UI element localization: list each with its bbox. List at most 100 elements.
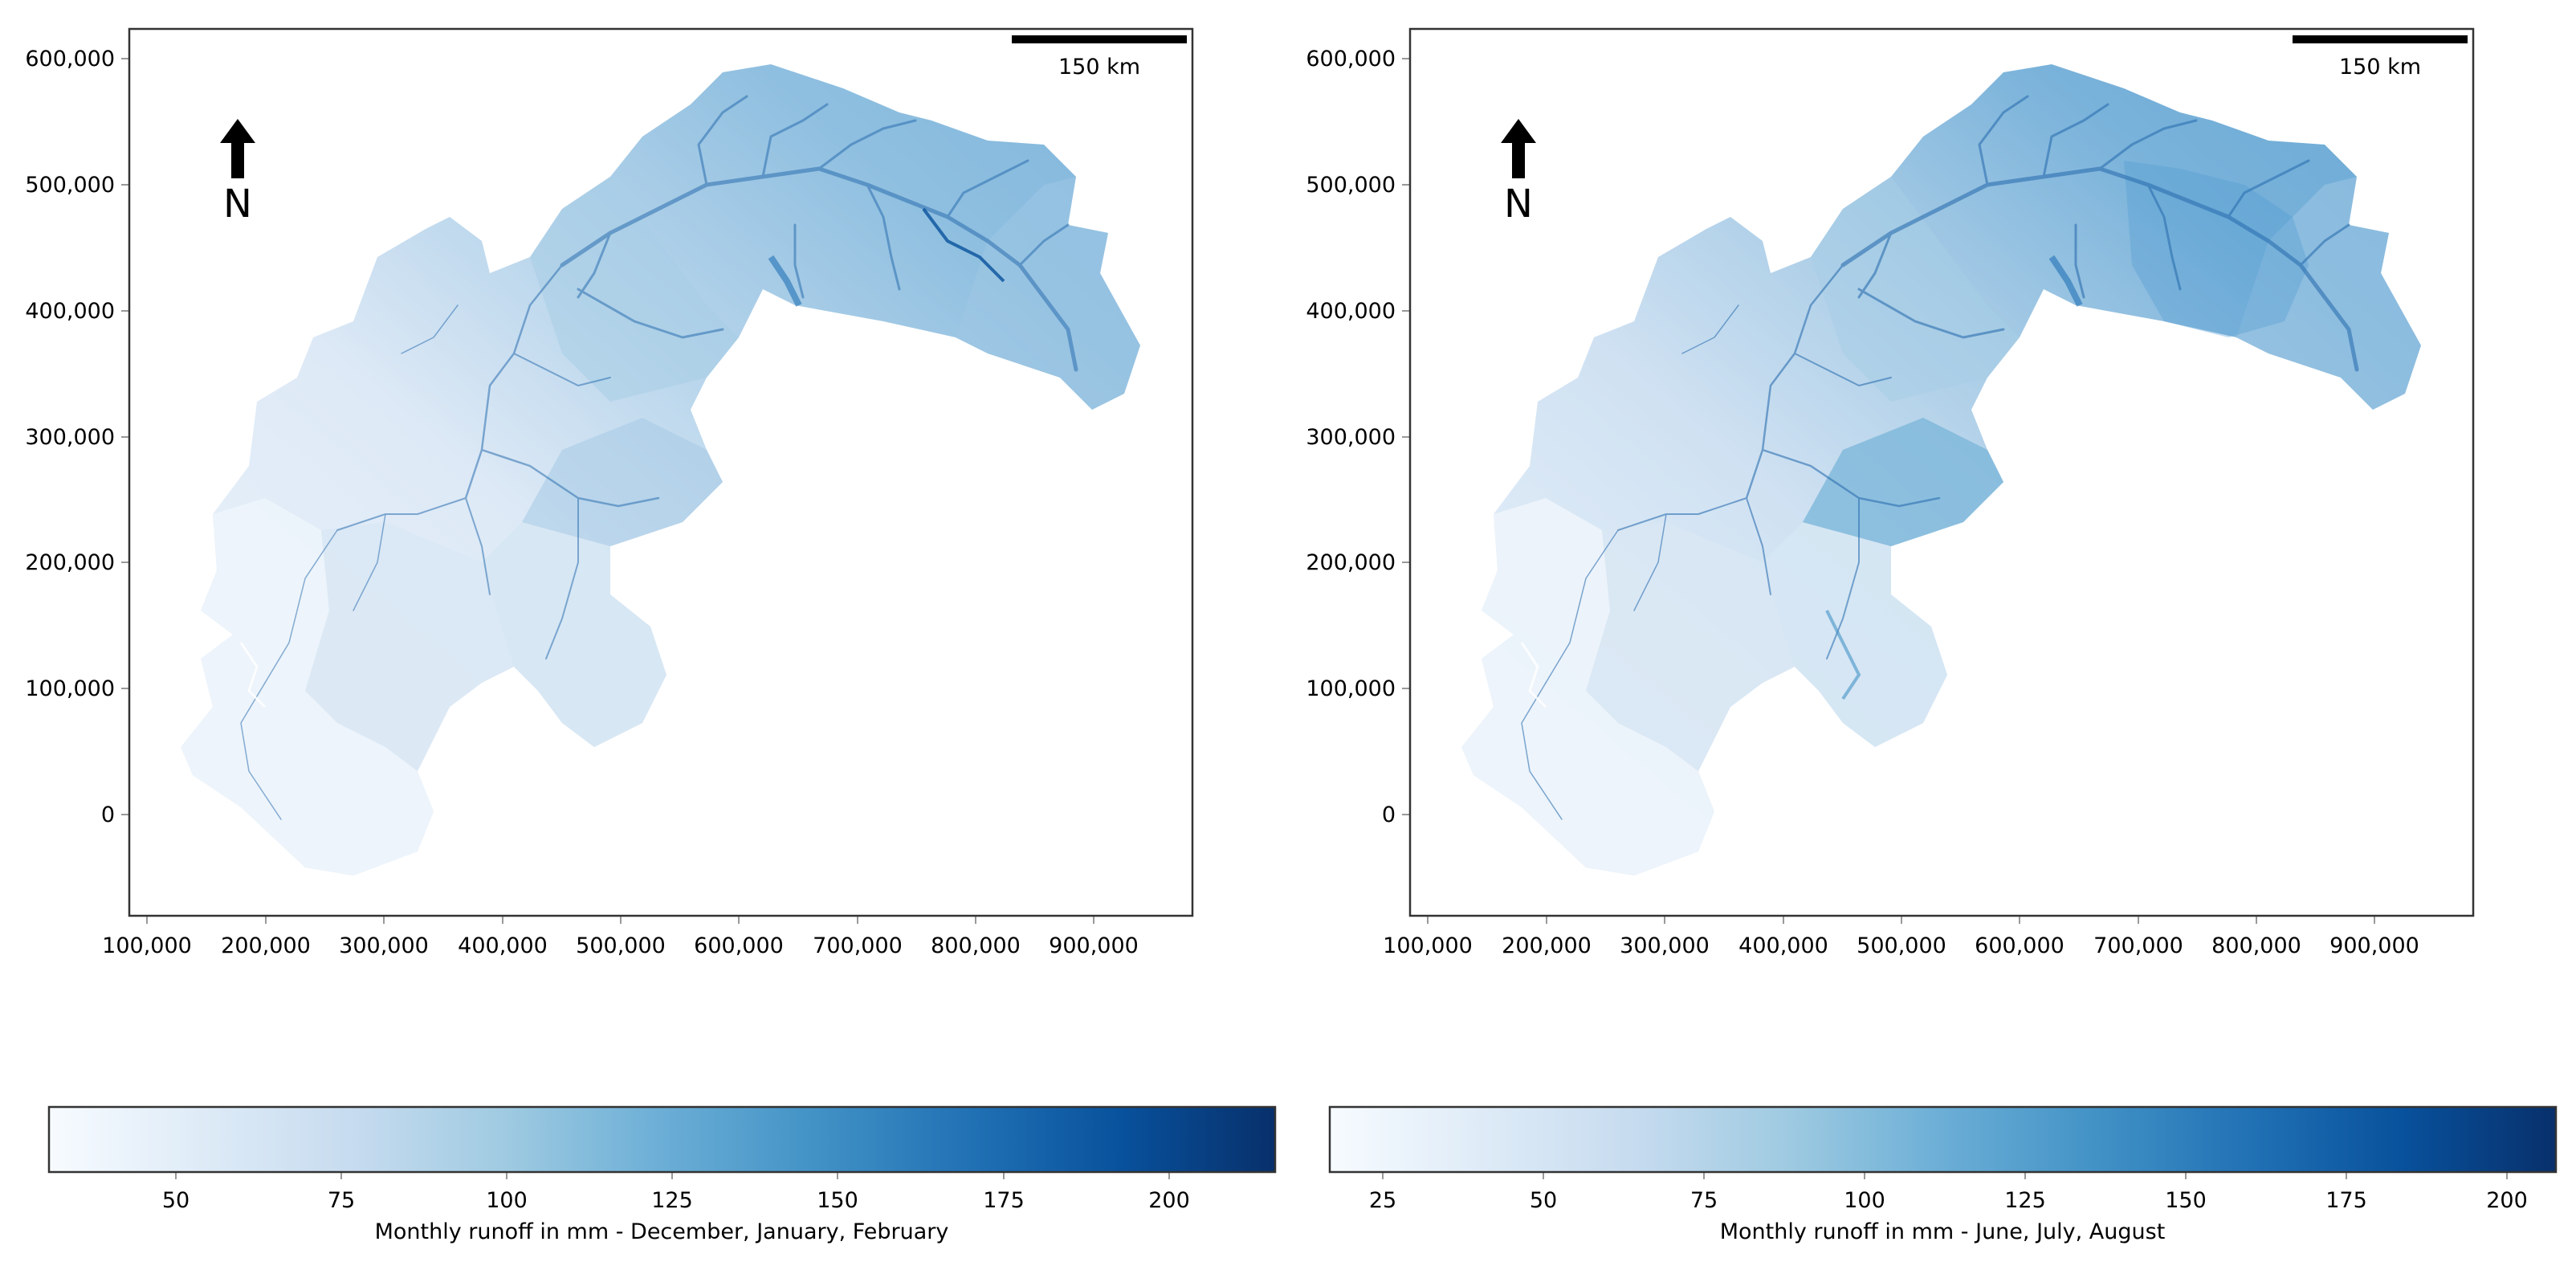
colorbar-label: Monthly runoff in mm - June, July, Augus… — [1720, 1219, 2166, 1244]
map-panel-summer: 600,000 500,000 400,000 300,000 200,000 … — [1306, 27, 2475, 958]
x-tick-label: 300,000 — [339, 933, 429, 958]
y-tick-label: 300,000 — [25, 425, 115, 450]
y-tick: 300,000 — [25, 425, 129, 450]
colorbar-winter: 50 75 100 125 150 175 200 Monthly runoff… — [47, 1105, 1277, 1244]
basin-map — [181, 64, 1140, 876]
y-tick-label: 0 — [101, 803, 115, 827]
basin-map — [1461, 64, 2421, 876]
x-tick: 600,000 — [694, 916, 784, 958]
x-tick-label: 300,000 — [1620, 933, 1710, 958]
y-tick-label: 200,000 — [25, 550, 115, 575]
x-tick: 900,000 — [2329, 916, 2419, 958]
scale-bar-line — [2293, 35, 2468, 43]
colorbar-tick: 50 — [162, 1172, 190, 1213]
y-tick-label: 100,000 — [25, 676, 115, 701]
colorbar-tick: 75 — [328, 1172, 355, 1213]
x-tick-label: 100,000 — [102, 933, 192, 958]
colorbar-tick: 50 — [1530, 1172, 1557, 1213]
x-tick-label: 800,000 — [931, 933, 1021, 958]
y-tick-label: 500,000 — [25, 173, 115, 198]
y-tick: 300,000 — [1306, 425, 1410, 450]
north-arrow-icon — [1501, 119, 1536, 178]
north-label: N — [223, 182, 252, 227]
scale-bar-label: 150 km — [2339, 55, 2421, 80]
north-arrow: N — [220, 119, 255, 227]
x-tick-label: 800,000 — [2211, 933, 2301, 958]
x-tick: 900,000 — [1049, 916, 1139, 958]
x-tick: 400,000 — [1738, 916, 1828, 958]
scale-bar: 150 km — [2293, 35, 2468, 80]
y-tick: 100,000 — [25, 676, 129, 701]
x-tick: 300,000 — [1620, 916, 1710, 958]
north-label: N — [1504, 182, 1533, 227]
x-tick-label: 500,000 — [1857, 933, 1946, 958]
x-tick-label: 600,000 — [1975, 933, 2064, 958]
scale-bar: 150 km — [1012, 35, 1187, 80]
x-tick: 300,000 — [339, 916, 429, 958]
x-tick: 700,000 — [2093, 916, 2183, 958]
y-axis: 600,000 500,000 400,000 300,000 200,000 … — [25, 47, 129, 827]
y-axis: 600,000 500,000 400,000 300,000 200,000 … — [1306, 47, 1410, 827]
x-tick: 100,000 — [102, 916, 192, 958]
colorbar-tick-label: 200 — [2486, 1188, 2528, 1213]
colorbar-tick-label: 25 — [1369, 1188, 1396, 1213]
colorbar-tick-label: 175 — [983, 1188, 1025, 1213]
x-axis: 100,000 200,000 300,000 400,000 500,000 … — [102, 916, 1139, 958]
colorbar-tick-label: 50 — [1530, 1188, 1557, 1213]
x-tick-label: 200,000 — [221, 933, 311, 958]
y-tick: 400,000 — [25, 299, 129, 324]
y-tick-label: 600,000 — [25, 47, 115, 71]
x-tick-label: 700,000 — [2093, 933, 2183, 958]
colorbar-gradient — [47, 1105, 1277, 1174]
colorbar-tick-label: 150 — [817, 1188, 858, 1213]
colorbar-tick: 175 — [2325, 1172, 2367, 1213]
scale-bar-label: 150 km — [1058, 55, 1140, 80]
x-tick: 200,000 — [221, 916, 311, 958]
colorbar-summer: 25 50 75 100 125 150 175 200 Monthly run… — [1328, 1105, 2558, 1244]
x-tick: 100,000 — [1383, 916, 1473, 958]
colorbar-tick: 200 — [2486, 1172, 2528, 1213]
x-tick-label: 200,000 — [1502, 933, 1592, 958]
x-tick: 700,000 — [813, 916, 903, 958]
colorbar-tick: 150 — [2165, 1172, 2207, 1213]
colorbar-tick-label: 100 — [486, 1188, 528, 1213]
y-tick-label: 400,000 — [1306, 299, 1396, 324]
north-arrow-icon — [220, 119, 255, 178]
x-tick-label: 700,000 — [813, 933, 903, 958]
colorbar-tick-label: 75 — [328, 1188, 355, 1213]
y-tick: 400,000 — [1306, 299, 1410, 324]
y-tick: 0 — [101, 803, 129, 827]
colorbar-tick: 125 — [2004, 1172, 2046, 1213]
x-tick-label: 900,000 — [2329, 933, 2419, 958]
y-tick: 600,000 — [1306, 47, 1410, 71]
colorbar-tick-label: 100 — [1844, 1188, 1885, 1213]
colorbar-tick: 75 — [1690, 1172, 1718, 1213]
x-tick-label: 400,000 — [458, 933, 548, 958]
colorbar-tick: 200 — [1148, 1172, 1190, 1213]
x-axis: 100,000 200,000 300,000 400,000 500,000 … — [1383, 916, 2419, 958]
x-tick: 800,000 — [2211, 916, 2301, 958]
colorbar-tick-label: 125 — [651, 1188, 693, 1213]
colorbar-tick-label: 75 — [1690, 1188, 1718, 1213]
x-tick-label: 400,000 — [1738, 933, 1828, 958]
colorbar-label: Monthly runoff in mm - December, January… — [375, 1219, 949, 1244]
y-tick-label: 300,000 — [1306, 425, 1396, 450]
y-tick-label: 600,000 — [1306, 47, 1396, 71]
colorbar-tick: 175 — [983, 1172, 1025, 1213]
colorbar-gradient — [1328, 1105, 2558, 1174]
y-tick-label: 0 — [1382, 803, 1396, 827]
colorbar-tick-label: 150 — [2165, 1188, 2207, 1213]
y-tick: 600,000 — [25, 47, 129, 71]
x-tick-label: 500,000 — [576, 933, 666, 958]
colorbar-tick: 100 — [486, 1172, 528, 1213]
x-tick-label: 100,000 — [1383, 933, 1473, 958]
map-panel-winter: 600,000 500,000 400,000 300,000 200,000 … — [25, 27, 1194, 958]
x-tick: 400,000 — [458, 916, 548, 958]
y-tick-label: 500,000 — [1306, 173, 1396, 198]
colorbar-tick: 25 — [1369, 1172, 1396, 1213]
colorbar-tick-label: 50 — [162, 1188, 190, 1213]
north-arrow: N — [1501, 119, 1536, 227]
x-tick-label: 900,000 — [1049, 933, 1139, 958]
y-tick: 100,000 — [1306, 676, 1410, 701]
